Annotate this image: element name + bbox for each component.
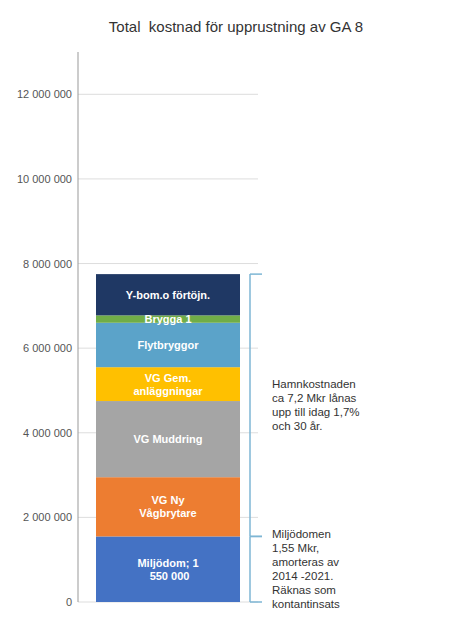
y-tick-label: 4 000 000 — [23, 427, 72, 439]
bracket-end — [250, 536, 262, 538]
segment-label: Brygga 1 — [144, 313, 191, 325]
segment-label: Y-bom.o förtöjn. — [126, 289, 210, 301]
bar-segment — [96, 274, 240, 315]
bar-segment — [96, 536, 240, 602]
annotation: Hamnkostnadenca 7,2 Mkr lånasupp till id… — [272, 378, 360, 432]
y-axis: 0 2 000 000 4 000 000 6 000 000 8 000 000 10 … — [17, 52, 258, 608]
bar-segment — [96, 367, 240, 401]
grid-line — [78, 178, 258, 179]
segment-label: VG Muddring — [133, 433, 202, 445]
annotation: Miljödomen1,55 Mkr,amorteras av2014 -202… — [272, 528, 340, 610]
bracket-end — [250, 601, 262, 603]
y-tick-label: 8 000 000 — [23, 258, 72, 270]
annotations: Hamnkostnadenca 7,2 Mkr lånasupp till id… — [250, 274, 360, 610]
segment-label: Miljödom; 1 550 000 — [137, 557, 198, 582]
segment-label: VG Gem.anläggningar — [133, 372, 203, 397]
chart: Total kostnad för upprustning av GA 8 0 2 … — [0, 0, 472, 639]
bracket-end — [250, 273, 262, 275]
y-tick-label: 6 000 000 — [23, 342, 72, 354]
grid-line — [78, 263, 258, 264]
y-tick-label: 0 — [66, 596, 72, 608]
y-axis-line — [78, 52, 79, 602]
segment-label: VG NyVågbrytare — [139, 494, 196, 519]
title: Total kostnad för upprustning av GA 8 — [109, 18, 363, 35]
bar-segment — [96, 323, 240, 367]
bar-segment — [96, 401, 240, 477]
bar-segment — [96, 477, 240, 536]
bracket-end — [250, 536, 262, 538]
y-tick-label: 12 000 000 — [17, 88, 72, 100]
y-tick-label: 2 000 000 — [23, 511, 72, 523]
bracket — [249, 536, 251, 602]
segment-labels: Miljödom; 1 550 000 VG NyVågbrytare VG Mud… — [126, 289, 210, 582]
y-tick-label: 10 000 000 — [17, 173, 72, 185]
bracket — [249, 274, 251, 536]
segment-label: Flytbryggor — [137, 339, 199, 351]
bars — [96, 274, 240, 602]
grid-line — [78, 94, 258, 95]
